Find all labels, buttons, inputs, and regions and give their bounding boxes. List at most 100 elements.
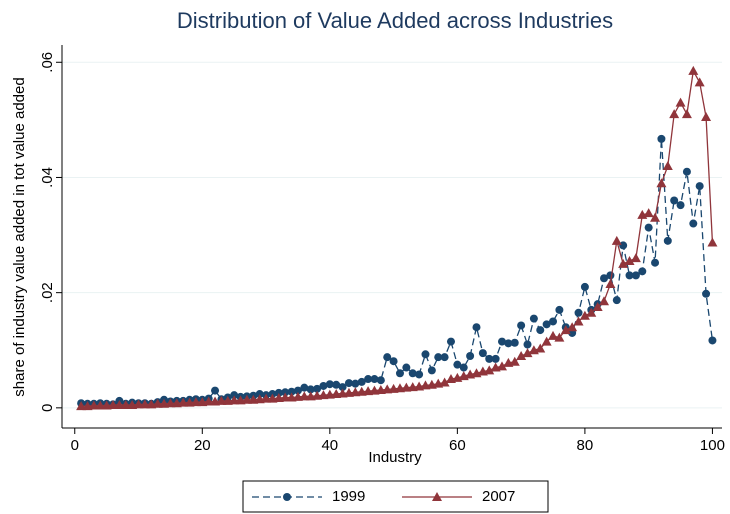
y-tick-label: 0	[39, 404, 56, 412]
marker	[536, 326, 545, 335]
marker	[203, 396, 214, 406]
marker	[548, 330, 559, 340]
marker	[694, 77, 705, 87]
marker	[702, 289, 711, 298]
marker	[504, 339, 513, 348]
marker	[281, 388, 290, 397]
marker	[606, 271, 615, 280]
marker	[230, 391, 239, 400]
marker	[152, 398, 163, 408]
marker	[408, 369, 417, 378]
marker	[491, 354, 500, 363]
marker	[484, 365, 495, 375]
marker	[439, 377, 450, 387]
marker	[567, 322, 578, 332]
marker	[178, 397, 189, 407]
marker	[618, 258, 629, 268]
marker	[498, 337, 506, 346]
series-line	[81, 68, 714, 407]
marker	[612, 296, 621, 305]
marker	[274, 388, 283, 397]
marker	[611, 235, 622, 245]
x-axis-label: Industry	[368, 449, 422, 466]
x-tick-label: 20	[194, 437, 211, 454]
marker	[689, 219, 698, 228]
marker	[681, 109, 692, 119]
marker	[599, 296, 610, 306]
y-tick-label: .02	[39, 282, 56, 303]
marker	[383, 353, 392, 362]
marker	[522, 348, 533, 358]
marker	[389, 357, 398, 366]
marker	[293, 386, 302, 395]
marker	[459, 363, 468, 372]
marker	[446, 337, 455, 346]
marker	[644, 223, 653, 232]
marker	[76, 401, 87, 411]
marker	[241, 394, 252, 404]
marker	[657, 134, 666, 143]
marker	[695, 182, 704, 191]
marker	[440, 353, 449, 362]
marker	[663, 236, 672, 245]
marker	[643, 208, 654, 218]
marker	[600, 274, 609, 283]
marker	[88, 400, 99, 410]
marker	[376, 376, 385, 385]
marker	[625, 271, 634, 280]
marker	[344, 379, 353, 388]
marker	[574, 308, 583, 317]
marker	[688, 65, 699, 75]
marker	[517, 321, 526, 330]
marker	[114, 399, 125, 409]
marker	[701, 111, 712, 121]
marker	[592, 302, 603, 312]
marker	[120, 399, 131, 409]
marker	[516, 351, 527, 361]
marker	[434, 353, 443, 362]
marker	[549, 317, 558, 326]
marker	[395, 369, 404, 378]
marker	[357, 377, 366, 386]
marker	[630, 253, 641, 263]
marker	[676, 201, 685, 210]
marker	[535, 343, 546, 353]
marker	[332, 380, 341, 389]
x-tick-label: 100	[700, 437, 725, 454]
marker	[300, 383, 309, 392]
marker	[453, 360, 462, 369]
marker	[669, 109, 680, 119]
marker	[554, 332, 565, 342]
legend-label: 1999	[332, 488, 365, 505]
marker	[656, 178, 667, 188]
marker	[351, 379, 360, 388]
marker	[313, 384, 322, 393]
marker	[510, 338, 519, 347]
marker	[280, 392, 291, 402]
y-tick-label: .06	[39, 52, 56, 73]
marker	[638, 267, 647, 276]
y-tick-label: .04	[39, 167, 56, 188]
marker	[364, 375, 373, 384]
marker	[573, 316, 584, 326]
marker	[707, 237, 718, 247]
marker	[255, 390, 264, 399]
marker	[338, 383, 347, 392]
marker	[542, 320, 551, 329]
marker	[299, 391, 310, 401]
x-tick-label: 40	[321, 437, 338, 454]
y-axis-label: share of industry value added in tot val…	[11, 77, 28, 396]
x-tick-label: 80	[577, 437, 594, 454]
legend-box	[242, 480, 549, 513]
x-tick-label: 60	[449, 437, 466, 454]
marker	[605, 279, 616, 289]
marker	[631, 271, 640, 280]
marker	[95, 400, 106, 410]
marker	[651, 258, 660, 267]
marker	[708, 336, 717, 345]
marker	[139, 399, 150, 409]
marker	[497, 361, 507, 371]
marker	[108, 399, 119, 409]
marker	[370, 375, 379, 384]
marker	[229, 395, 240, 405]
